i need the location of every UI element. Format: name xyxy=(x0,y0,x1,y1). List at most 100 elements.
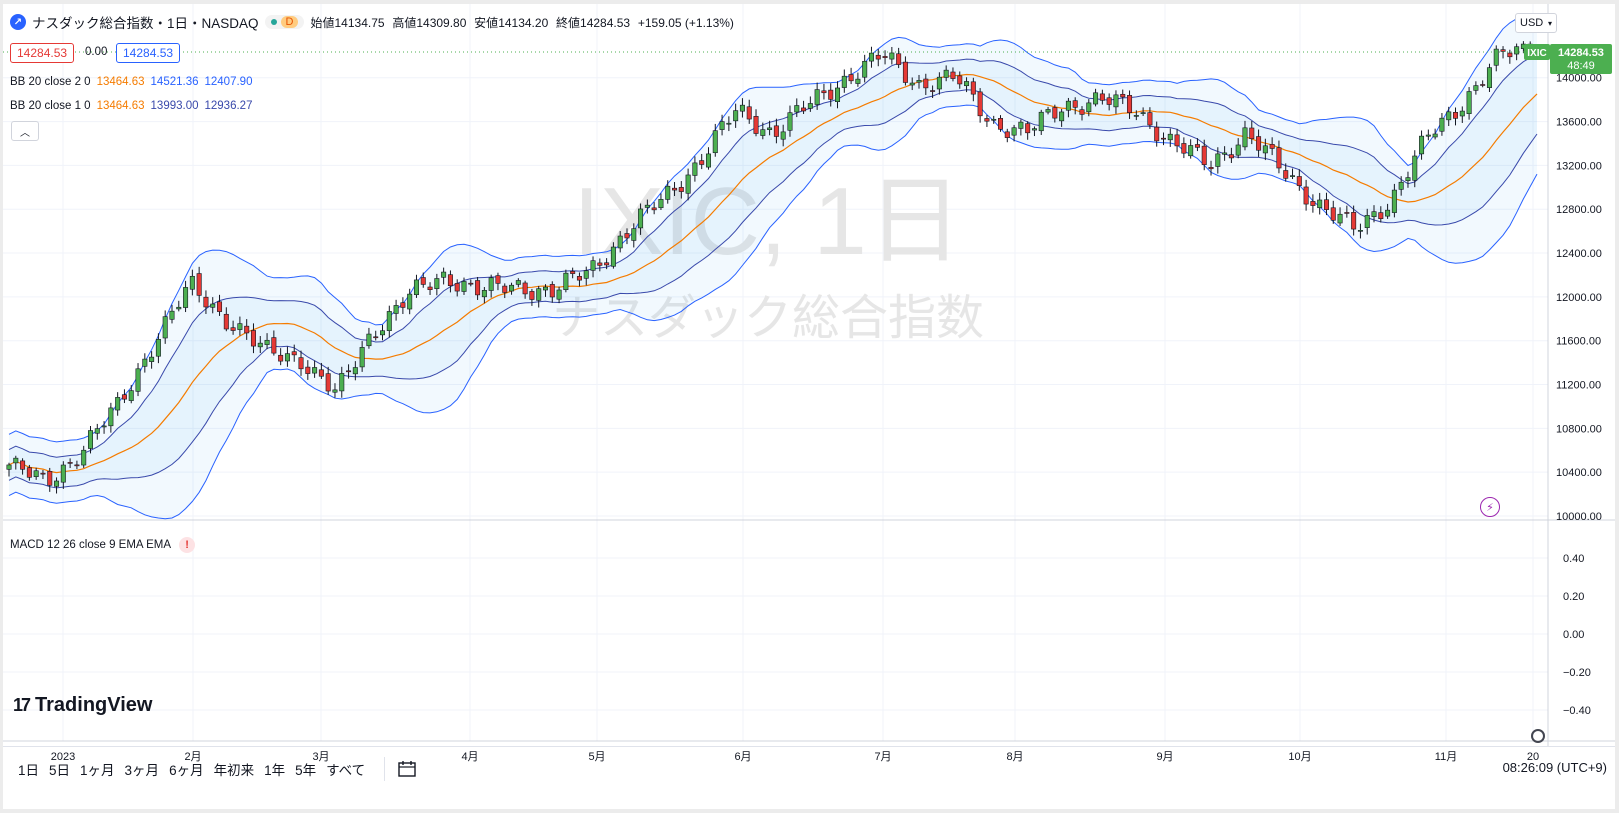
candle-body xyxy=(128,390,134,401)
candle-body xyxy=(1446,111,1452,121)
range-button[interactable]: 1年 xyxy=(264,763,286,778)
candle-body xyxy=(81,449,87,466)
candle-body xyxy=(1317,199,1323,209)
symbol-title[interactable]: ナスダック総合指数・1日・NASDAQ xyxy=(32,16,259,31)
time-tick-label: 10月 xyxy=(1288,751,1311,763)
candle-body xyxy=(305,366,311,374)
candle-body xyxy=(1147,112,1153,126)
bb1-legend[interactable]: BB 20 close 1 0 13464.63 13993.00 12936.… xyxy=(10,100,252,112)
candle-body xyxy=(1323,199,1329,210)
candle-body xyxy=(862,60,868,78)
candle-body xyxy=(617,235,623,249)
calendar-button[interactable] xyxy=(384,757,417,781)
candle-body xyxy=(773,125,779,137)
candle-body xyxy=(339,373,345,392)
chart-canvas[interactable]: IXIC, 1日 ナスダック総合指数 14000.0013600.0013200… xyxy=(3,4,1615,809)
collapse-legend-button[interactable]: ︿ xyxy=(11,121,39,141)
time-axis[interactable]: 2023 2月 3月 4月 5月 6月 7月 8月 9月 10月 11月 20 xyxy=(51,751,1539,763)
candle-body xyxy=(135,368,141,392)
candle-body xyxy=(183,287,189,308)
gear-icon[interactable] xyxy=(1531,729,1545,743)
candle-body xyxy=(1011,127,1017,136)
chart-panel: IXIC, 1日 ナスダック総合指数 14000.00 13600.00 13200… xyxy=(3,4,1615,809)
candle-body xyxy=(47,471,53,486)
currency-select[interactable]: USD ▾ xyxy=(1515,13,1557,33)
range-button[interactable]: 3ヶ月 xyxy=(124,763,160,778)
ohlc-change: +159.05 (+1.13%) xyxy=(637,15,734,30)
price-axis[interactable]: 14000.00 13600.00 13200.00 12800.00 12400.00… xyxy=(1556,73,1602,523)
bb2-upper-line xyxy=(8,13,1538,443)
tradingview-logo[interactable]: 17 TradingView xyxy=(13,694,152,717)
candle-body xyxy=(312,367,318,374)
candle-body xyxy=(1099,93,1105,101)
range-button[interactable]: 1ヶ月 xyxy=(80,763,115,778)
candle-body xyxy=(1371,211,1377,217)
ohlc-close-label: 終値 xyxy=(556,15,581,30)
candle-body xyxy=(1025,123,1031,134)
time-tick-label: 4月 xyxy=(461,751,478,763)
candle-body xyxy=(420,277,426,285)
candle-body xyxy=(1065,100,1071,111)
candle-body xyxy=(271,337,277,354)
tradingview-mark-icon: 17 xyxy=(13,695,31,715)
candle-body xyxy=(1045,109,1051,113)
candle-body xyxy=(461,281,467,292)
candle-body xyxy=(94,428,100,434)
candle-body xyxy=(380,330,386,336)
range-button[interactable]: 1日 xyxy=(18,763,40,778)
sell-price-button[interactable]: 14284.53 xyxy=(10,43,75,63)
brand-label: TradingView xyxy=(35,694,153,716)
bb2-upper: 14521.36 xyxy=(150,76,199,88)
candle-body xyxy=(475,280,481,296)
lightning-icon[interactable]: ⚡ xyxy=(1480,497,1500,517)
range-button[interactable]: すべて xyxy=(326,763,366,778)
range-button[interactable]: 5日 xyxy=(49,763,71,778)
buy-price-button[interactable]: 14284.53 xyxy=(116,43,181,63)
candle-body xyxy=(814,89,820,105)
candle-body xyxy=(366,333,372,347)
time-tick-label: 2月 xyxy=(184,751,201,763)
candle-body xyxy=(950,71,956,79)
candle-body xyxy=(407,293,413,310)
candle-body xyxy=(705,153,711,168)
price-tick-label: 14000.00 xyxy=(1556,73,1602,85)
candle-body xyxy=(1242,127,1248,148)
candle-body xyxy=(1283,170,1289,179)
range-button[interactable]: 6ヶ月 xyxy=(169,763,204,778)
candle-body xyxy=(733,110,739,122)
candle-body xyxy=(1364,215,1370,228)
grid-lines xyxy=(3,4,1548,741)
candle-body xyxy=(257,342,263,348)
candle-body xyxy=(1480,84,1486,86)
candle-body xyxy=(1385,209,1391,217)
macd-axis[interactable]: 0.40 0.20 0.00 −0.20 −0.40 xyxy=(1563,553,1591,717)
candle-body xyxy=(1344,212,1350,214)
macd-label: MACD 12 26 close 9 EMA EMA xyxy=(10,539,172,551)
price-tick-label: 12000.00 xyxy=(1556,292,1602,304)
candle-body xyxy=(665,185,671,200)
candle-body xyxy=(1235,144,1241,156)
time-tick-label: 5月 xyxy=(588,751,605,763)
macd-legend[interactable]: MACD 12 26 close 9 EMA EMA ! xyxy=(10,537,196,553)
ohlc-low-value: 14134.20 xyxy=(498,15,549,30)
market-status-pill[interactable]: D xyxy=(264,15,305,29)
clock-timezone[interactable]: 08:26:09 (UTC+9) xyxy=(1502,760,1607,775)
candle-body xyxy=(6,464,12,470)
candle-body xyxy=(237,323,243,330)
market-open-icon xyxy=(270,19,277,25)
warning-icon[interactable]: ! xyxy=(179,537,196,553)
bb2-legend[interactable]: BB 20 close 2 0 13464.63 14521.36 12407.… xyxy=(10,76,252,88)
candle-body xyxy=(346,370,352,373)
bb1-lower-line xyxy=(8,89,1538,489)
range-button[interactable]: 年初来 xyxy=(213,763,255,778)
candle-body xyxy=(1228,154,1234,159)
candle-body xyxy=(1351,212,1357,230)
range-button[interactable]: 5年 xyxy=(295,763,317,778)
bb1-lower: 12936.27 xyxy=(204,100,253,112)
chevron-up-icon: ︿ xyxy=(20,127,30,139)
bb1-upper: 13993.00 xyxy=(150,100,199,112)
candle-body xyxy=(794,105,800,113)
candle-body xyxy=(1249,127,1255,140)
candle-body xyxy=(1208,167,1214,170)
bb1-label: BB 20 close 1 0 xyxy=(10,100,91,112)
